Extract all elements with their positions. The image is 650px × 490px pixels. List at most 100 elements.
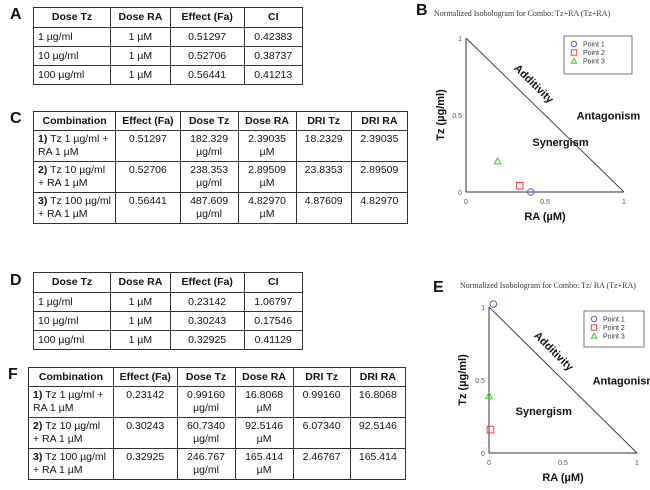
panel-letter-c: C: [10, 110, 22, 127]
additivity-label: Additivity: [511, 62, 556, 106]
column-header: Effect (Fa): [169, 272, 245, 293]
table-cell: 0.32925: [112, 448, 178, 480]
column-header: Dose RA: [234, 367, 294, 387]
legend-entry: Point 3: [603, 334, 625, 341]
table-cell: 0.41129: [243, 330, 304, 350]
column-header: Dose RA: [110, 272, 171, 293]
table-f: Combination Effect (Fa) Dose Tz Dose RA DRI …: [28, 367, 407, 480]
antagonism-label: Antagonism: [577, 111, 641, 123]
table-row: 3) Tz 100 µg/ml + RA 1 µM 0.56441 487.609 …: [32, 192, 409, 224]
table-cell: 0.51297: [115, 130, 181, 162]
x-tick-label: 0.5: [540, 199, 550, 206]
panel-letter-d: D: [10, 272, 22, 289]
table-row: 10 µg/ml 1 µM 0.52706 0.38737: [33, 46, 304, 66]
table-row: 100 µg/ml 1 µM 0.32925 0.41129: [33, 330, 304, 350]
column-header: Dose Tz: [176, 367, 236, 387]
combination-number: 2): [38, 164, 48, 176]
combination-number: 3): [33, 451, 43, 463]
table-cell: 2.46767: [292, 448, 351, 480]
column-header: Effect (Fa): [169, 7, 245, 28]
combination-number: 1): [33, 389, 43, 401]
table-cell: 0.56441: [169, 65, 245, 85]
table-cell: 0.52706: [115, 161, 181, 193]
table-cell: 0.56441: [115, 192, 181, 224]
table-row: 1) Tz 1 µg/ml + RA 1 µM 0.51297 182.329 µg…: [32, 130, 409, 162]
table-cell: 0.51297: [169, 27, 245, 47]
table-cell: 0.30243: [112, 417, 178, 449]
y-tick-label: 0: [481, 451, 485, 458]
y-tick-label: 0.5: [475, 378, 485, 385]
table-cell: 100 µg/ml: [33, 330, 111, 350]
legend-marker-circle-icon: [570, 40, 578, 48]
table-cell: 487.609 µg/ml: [179, 192, 239, 224]
data-point-3: [493, 156, 502, 165]
table-cell: 1 µM: [110, 330, 171, 350]
data-point-3: [484, 391, 494, 400]
column-header: DRI RA: [349, 367, 407, 387]
header-row: Dose Tz Dose RA Effect (Fa) CI: [33, 7, 304, 28]
legend-marker-triangle-icon: [570, 57, 578, 64]
additivity-line: [488, 306, 638, 454]
table-cell: 4.82970: [350, 192, 409, 224]
y-tick-label: 1: [458, 36, 462, 43]
column-header: Dose RA: [237, 111, 297, 131]
header-row: Dose Tz Dose RA Effect (Fa) CI: [33, 272, 304, 293]
combination-text: Tz 10 µg/ml + RA 1 µM: [33, 420, 101, 445]
x-axis-label: RA (µM): [524, 211, 566, 223]
combination-text: Tz 100 µg/ml + RA 1 µM: [38, 195, 111, 220]
panel-letter-e: E: [433, 279, 444, 296]
column-header: Effect (Fa): [112, 367, 178, 387]
legend-marker-circle-icon: [590, 315, 598, 323]
x-tick-label: 0.5: [558, 460, 568, 467]
table-cell: 1.06797: [243, 292, 304, 312]
column-header: Combination: [32, 111, 117, 131]
isobologram-b: Normalized Isobologram for Combo: Tz+RA …: [434, 9, 641, 223]
table-cell: 0.30243: [169, 311, 245, 331]
combination-text: Tz 100 µg/ml + RA 1 µM: [33, 451, 106, 476]
table-cell: 18.2329: [295, 130, 352, 162]
table-cell: 6.07340: [292, 417, 351, 449]
combination-text: Tz 1 µg/ml + RA 1 µM: [38, 133, 109, 158]
combination-cell: 1) Tz 1 µg/ml + RA 1 µM: [32, 130, 117, 162]
column-header: DRI Tz: [292, 367, 351, 387]
additivity-line: [465, 37, 625, 193]
legend-entry: Point 1: [603, 317, 625, 324]
table-cell: 16.8068: [349, 386, 407, 418]
combination-number: 2): [33, 420, 43, 432]
table-cell: 238.353 µg/ml: [179, 161, 239, 193]
panel-letter-a: A: [10, 6, 22, 23]
data-point-1: [489, 300, 498, 308]
column-header: Dose Tz: [33, 272, 111, 293]
combination-cell: 1) Tz 1 µg/ml + RA 1 µM: [28, 386, 114, 418]
table-cell: 182.329 µg/ml: [179, 130, 239, 162]
table-cell: 2.89509: [350, 161, 409, 193]
y-axis-label: Tz (µg/ml): [435, 89, 447, 141]
table-cell: 1 µM: [110, 46, 171, 66]
combination-text: Tz 1 µg/ml + RA 1 µM: [33, 389, 104, 414]
chart-title: Normalized Isobologram for Combo: Tz/ RA…: [460, 281, 636, 290]
legend-marker-triangle-icon: [590, 332, 598, 339]
table-row: 1 µg/ml 1 µM 0.23142 1.06797: [33, 292, 304, 312]
y-axis-label: Tz (µg/ml): [457, 354, 469, 406]
antagonism-label: Antagonism: [593, 375, 650, 387]
isobologram-e: Normalized Isobologram for Combo: Tz/ RA…: [457, 281, 650, 484]
table-cell: 246.767 µg/ml: [176, 448, 236, 480]
table-cell: 0.32925: [169, 330, 245, 350]
column-header: Effect (Fa): [115, 111, 181, 131]
combination-number: 1): [38, 133, 48, 145]
table-cell: 1 µM: [110, 292, 171, 312]
table-row: 2) Tz 10 µg/ml + RA 1 µM 0.30243 60.7340 µ…: [28, 417, 407, 449]
combination-cell: 3) Tz 100 µg/ml + RA 1 µM: [28, 448, 114, 480]
column-header: CI: [243, 7, 304, 28]
combination-number: 3): [38, 195, 48, 207]
legend-entry: Point 3: [583, 59, 605, 66]
data-point-2: [515, 182, 524, 190]
synergism-label: Synergism: [516, 406, 572, 418]
x-tick-label: 0: [487, 460, 491, 467]
table-d: Dose Tz Dose RA Effect (Fa) CI 1 µg/ml 1 µM 0.…: [33, 272, 304, 350]
table-cell: 1 µg/ml: [33, 27, 111, 47]
table-cell: 2.39035 µM: [237, 130, 297, 162]
table-cell: 0.17546: [243, 311, 304, 331]
table-cell: 4.82970 µM: [237, 192, 297, 224]
